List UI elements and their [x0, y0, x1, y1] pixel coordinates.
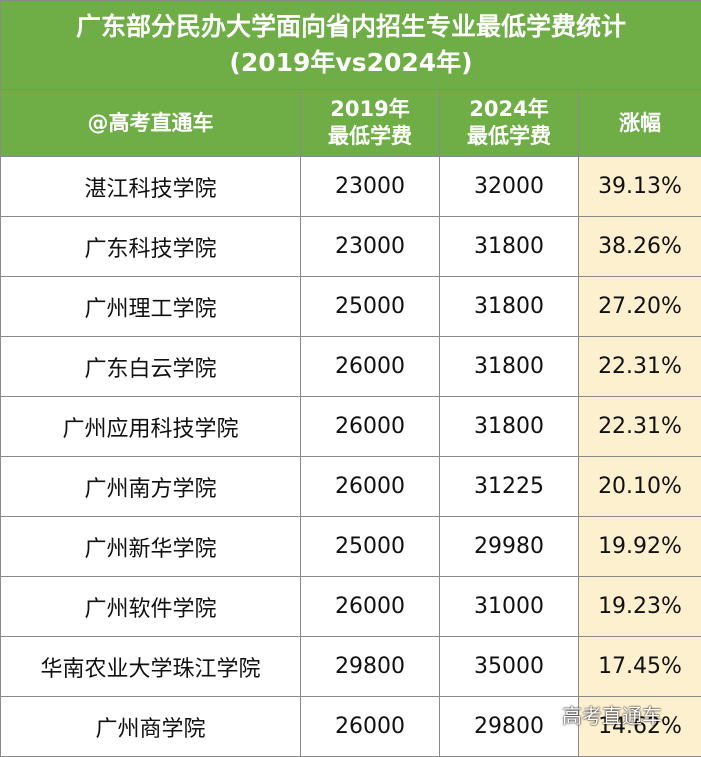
fee-2024-cell: 31800 [439, 216, 579, 277]
school-name-cell: 广州新华学院 [0, 516, 301, 577]
table-row: 广州软件学院 26000 31000 19.23% [0, 576, 701, 637]
table-row: 广州新华学院 25000 29980 19.92% [0, 516, 701, 577]
increase-cell: 19.23% [577, 576, 701, 637]
table-title: 广东部分民办大学面向省内招生专业最低学费统计 (2019年vs2024年) [0, 0, 701, 90]
increase-cell: 20.10% [577, 456, 701, 517]
fee-2024-cell: 29800 [439, 696, 579, 757]
school-name-cell: 广州商学院 [0, 696, 301, 757]
fee-2024-cell: 31800 [439, 336, 579, 397]
header-fee-2024-label: 最低学费 [467, 124, 551, 148]
increase-cell: 14.62% [577, 696, 701, 757]
fee-2019-cell: 29800 [300, 636, 440, 697]
school-name-cell: 广州南方学院 [0, 456, 301, 517]
header-fee-2024: 2024年 最低学费 [439, 89, 579, 157]
title-line-2: (2019年vs2024年) [229, 48, 473, 77]
watermark: 高考直通车 [562, 704, 662, 728]
header-fee-2019-label: 最低学费 [328, 124, 412, 148]
fee-2024-cell: 32000 [439, 156, 579, 217]
fee-2024-cell: 35000 [439, 636, 579, 697]
table-row: 广州商学院 26000 29800 14.62% [0, 696, 701, 757]
school-name-cell: 广州应用科技学院 [0, 396, 301, 457]
fee-2024-cell: 29980 [439, 516, 579, 577]
table-row: 湛江科技学院 23000 32000 39.13% [0, 156, 701, 217]
increase-cell: 22.31% [577, 396, 701, 457]
table-row: 华南农业大学珠江学院 29800 35000 17.45% [0, 636, 701, 697]
fee-2024-cell: 31800 [439, 396, 579, 457]
fee-2019-cell: 23000 [300, 156, 440, 217]
increase-cell: 27.20% [577, 276, 701, 337]
school-name-cell: 广州软件学院 [0, 576, 301, 637]
school-name-cell: 广州理工学院 [0, 276, 301, 337]
increase-cell: 19.92% [577, 516, 701, 577]
table-row: 广州南方学院 26000 31225 20.10% [0, 456, 701, 517]
table-row: 广东科技学院 23000 31800 38.26% [0, 216, 701, 277]
fee-2019-cell: 26000 [300, 696, 440, 757]
table-body: 湛江科技学院 23000 32000 39.13% 广东科技学院 23000 31800 38… [0, 156, 701, 757]
title-row: 广东部分民办大学面向省内招生专业最低学费统计 (2019年vs2024年) [0, 0, 701, 90]
header-row: @高考直通车 2019年 最低学费 2024年 最低学费 涨幅 [0, 89, 701, 157]
fee-2019-cell: 26000 [300, 456, 440, 517]
fee-2019-cell: 26000 [300, 396, 440, 457]
fee-2024-cell: 31000 [439, 576, 579, 637]
fee-2019-cell: 23000 [300, 216, 440, 277]
header-source: @高考直通车 [0, 89, 301, 157]
fee-2024-cell: 31800 [439, 276, 579, 337]
header-fee-2024-year: 2024年 [469, 97, 549, 121]
title-line-1: 广东部分民办大学面向省内招生专业最低学费统计 [76, 12, 627, 41]
increase-cell: 17.45% [577, 636, 701, 697]
increase-cell: 38.26% [577, 216, 701, 277]
fee-2019-cell: 26000 [300, 336, 440, 397]
fee-2019-cell: 25000 [300, 276, 440, 337]
school-name-cell: 湛江科技学院 [0, 156, 301, 217]
fee-2019-cell: 25000 [300, 516, 440, 577]
header-fee-2019-year: 2019年 [330, 97, 410, 121]
school-name-cell: 广东白云学院 [0, 336, 301, 397]
table-row: 广东白云学院 26000 31800 22.31% [0, 336, 701, 397]
fee-2019-cell: 26000 [300, 576, 440, 637]
table-row: 广州应用科技学院 26000 31800 22.31% [0, 396, 701, 457]
fee-2024-cell: 31225 [439, 456, 579, 517]
school-name-cell: 华南农业大学珠江学院 [0, 636, 301, 697]
header-increase: 涨幅 [577, 89, 701, 157]
header-fee-2019: 2019年 最低学费 [300, 89, 440, 157]
increase-cell: 22.31% [577, 336, 701, 397]
school-name-cell: 广东科技学院 [0, 216, 301, 277]
increase-cell: 39.13% [577, 156, 701, 217]
table-row: 广州理工学院 25000 31800 27.20% [0, 276, 701, 337]
